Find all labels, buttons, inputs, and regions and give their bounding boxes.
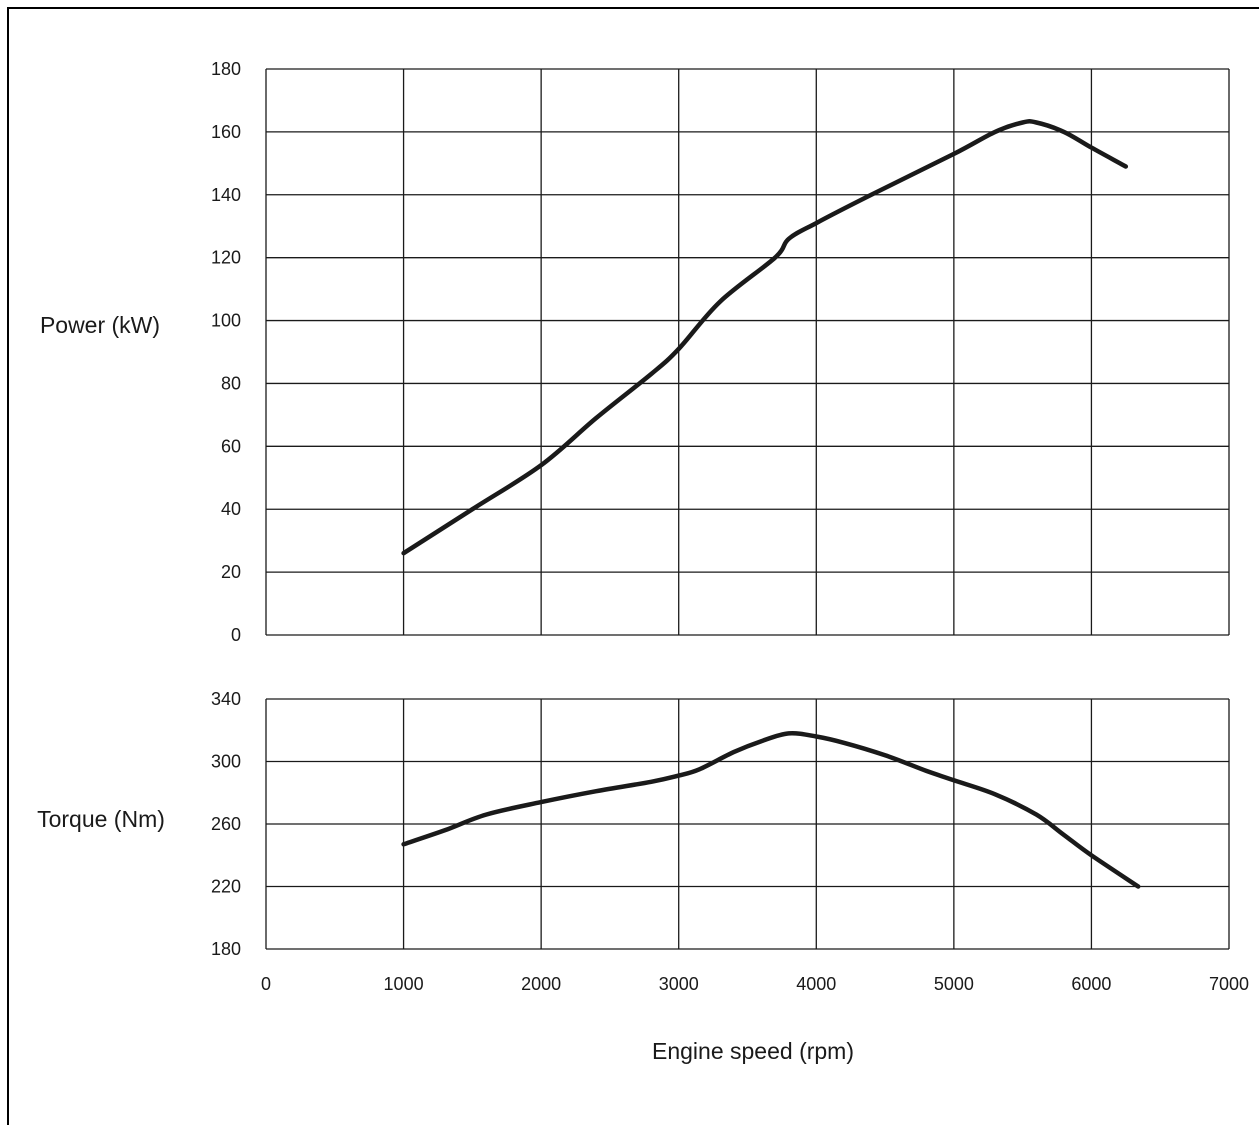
power-y-tick-label: 160 (211, 122, 241, 142)
torque-chart: 180 220 260 300 340 0 1000 2000 3000 4000 5000 6000… (211, 689, 1249, 994)
torque-y-tick-label: 260 (211, 814, 241, 834)
torque-y-tick-label: 220 (211, 877, 241, 897)
power-y-tick-label: 0 (231, 625, 241, 645)
x-tick-label: 0 (261, 974, 271, 994)
x-tick-label: 3000 (659, 974, 699, 994)
power-y-tick-label: 80 (221, 373, 241, 393)
x-tick-label: 5000 (934, 974, 974, 994)
power-y-tick-label: 60 (221, 436, 241, 456)
torque-y-tick-label: 340 (211, 689, 241, 709)
x-tick-label: 2000 (521, 974, 561, 994)
x-axis-label: Engine speed (rpm) (652, 1038, 854, 1064)
torque-y-axis-label: Torque (Nm) (37, 806, 165, 832)
power-curve (401, 119, 1129, 556)
power-y-tick-label: 20 (221, 562, 241, 582)
torque-y-tick-label: 180 (211, 939, 241, 959)
torque-curve (401, 730, 1141, 889)
torque-y-tick-label: 300 (211, 752, 241, 772)
power-y-tick-label: 140 (211, 185, 241, 205)
figure-frame (7, 7, 1259, 1125)
power-y-tick-label: 120 (211, 248, 241, 268)
power-chart: 0 20 40 60 80 100 120 140 160 180 (211, 59, 1230, 645)
x-tick-label: 4000 (796, 974, 836, 994)
power-y-tick-label: 180 (211, 59, 241, 79)
x-tick-label: 1000 (384, 974, 424, 994)
power-y-tick-label: 100 (211, 311, 241, 331)
power-y-tick-label: 40 (221, 499, 241, 519)
x-tick-label: 7000 (1209, 974, 1249, 994)
x-tick-label: 6000 (1071, 974, 1111, 994)
power-y-axis-label: Power (kW) (40, 312, 160, 338)
